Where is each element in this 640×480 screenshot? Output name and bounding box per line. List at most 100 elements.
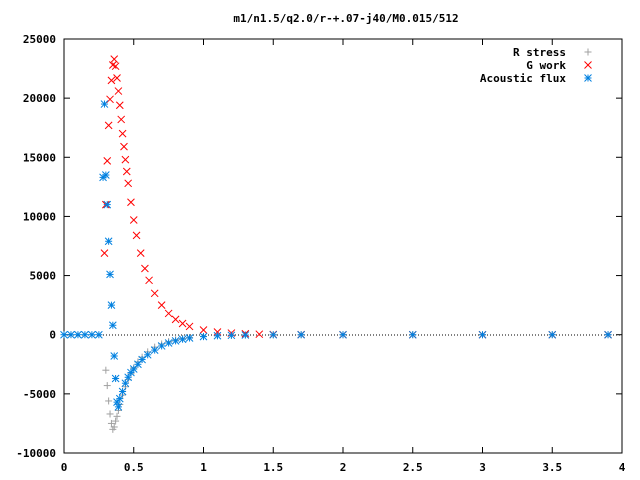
x-tick-label: 2 [340,461,347,474]
data-point [103,156,112,165]
data-point [105,397,113,405]
data-point [255,330,264,339]
data-point [113,398,121,406]
data-point [60,330,68,339]
data-point [100,100,109,108]
data-point [171,337,180,345]
series-layer [60,55,612,433]
data-point [102,366,110,374]
legend-marker [584,48,592,56]
legend-label: G work [526,59,566,72]
data-point [339,330,347,339]
data-point [157,342,166,350]
data-point [95,330,103,339]
data-point [127,198,135,207]
data-point [164,309,173,318]
series-acoustic-flux [60,100,612,411]
x-tick-label: 4 [619,461,626,474]
data-point [129,216,138,224]
y-tick-label: 0 [49,329,56,342]
x-tick-label: 0.5 [124,461,144,474]
x-tick-label: 0 [61,461,68,474]
data-point [115,101,124,110]
data-point [111,374,120,383]
data-point [110,423,118,431]
legend-marker [584,74,592,82]
data-point [199,332,208,341]
data-point [110,55,119,63]
data-point [115,394,124,403]
data-point [100,249,109,257]
data-point [118,387,127,396]
x-tick-label: 3 [479,461,486,474]
data-point [111,62,120,71]
data-point [107,76,116,85]
data-point [114,403,123,411]
data-point [185,334,194,342]
data-point [408,330,417,339]
x-tick-label: 3.5 [542,461,562,474]
data-point [124,179,133,188]
legend-label: R stress [513,46,566,59]
data-point [81,330,89,339]
data-point [106,95,114,104]
y-axis: 25000 20000 15000 10000 5000 0 -5000 -10000 [16,33,622,460]
data-point [104,121,113,130]
legend-marker [584,61,592,69]
data-point [143,350,152,359]
data-point [604,330,612,339]
data-point [108,321,117,330]
x-axis: 0 0.5 1 1.5 2 2.5 3 3.5 4 [61,39,626,474]
data-point [178,335,187,344]
data-point [157,301,166,309]
data-point [104,237,113,246]
data-point [74,330,82,339]
data-point [164,339,173,347]
y-tick-label: 5000 [30,270,57,283]
data-point [113,74,121,82]
data-point [113,412,121,420]
data-point [171,315,180,324]
y-tick-label: -5000 [23,388,56,401]
data-point [121,155,130,164]
y-tick-label: 20000 [23,92,56,105]
x-tick-label: 1.5 [263,461,283,474]
data-point [199,326,208,334]
chart-title: m1/n1.5/q2.0/r-+.07-j40/M0.015/512 [233,12,458,25]
data-point [213,328,222,336]
data-point [101,171,110,179]
data-point [120,142,128,151]
data-point [150,289,159,298]
data-point [241,331,250,339]
data-point [141,264,149,273]
data-point [117,115,126,124]
data-point [114,87,123,95]
data-point [213,331,222,340]
legend-label: Acoustic flux [480,72,566,85]
data-point [112,417,120,425]
data-point [67,330,75,339]
y-tick-label: 15000 [23,151,56,164]
data-point [297,330,306,339]
data-point [185,322,194,331]
data-point [478,330,487,339]
data-point [136,249,145,257]
data-point [107,419,115,427]
data-point [121,379,130,388]
x-tick-label: 1 [200,461,207,474]
data-point [132,231,141,240]
data-point [145,276,153,285]
y-tick-label: 10000 [23,210,56,223]
data-point [88,330,96,339]
data-point [178,319,187,328]
data-point [122,167,131,176]
data-point [227,331,236,340]
x-tick-label: 2.5 [403,461,423,474]
data-point [138,355,146,364]
data-point [106,270,114,279]
data-point [269,330,278,339]
y-tick-label: -10000 [16,447,56,460]
data-point [118,129,127,138]
data-point [110,352,119,360]
